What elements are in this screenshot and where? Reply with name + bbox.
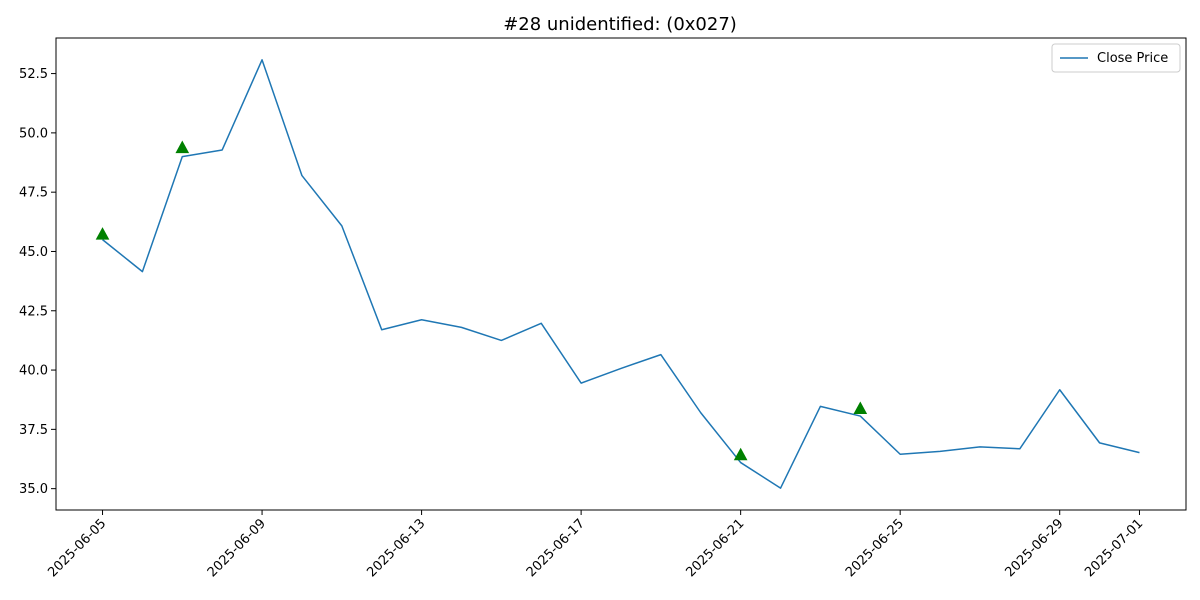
legend-label-close-price: Close Price — [1097, 51, 1168, 66]
y-axis: 35.0 37.5 40.0 42.5 45.0 47.5 50.0 52.5 — [19, 67, 56, 497]
x-tick-label: 2025-06-17 — [524, 516, 588, 580]
x-tick-label: 2025-06-09 — [205, 516, 269, 580]
legend-box — [1051, 43, 1181, 73]
y-tick-label: 35.0 — [19, 482, 48, 497]
buy-marker — [733, 447, 748, 461]
x-tick-label: 2025-06-25 — [843, 516, 907, 580]
buy-marker — [95, 227, 110, 240]
chart-title: #28 unidentified: (0x027) — [503, 14, 737, 35]
y-tick-label: 47.5 — [19, 186, 48, 201]
x-tick-label: 2025-06-29 — [1002, 516, 1066, 580]
series-line-close-price — [102, 59, 1140, 489]
y-tick-label: 52.5 — [19, 67, 48, 82]
x-tick-label: 2025-06-05 — [45, 516, 109, 580]
y-tick-label: 40.0 — [19, 364, 48, 379]
x-tick-label: 2025-06-13 — [364, 516, 428, 580]
x-tick-label: 2025-06-21 — [683, 516, 747, 580]
y-tick-label: 42.5 — [19, 304, 48, 319]
plot-frame — [55, 37, 1187, 511]
plot-area — [55, 37, 1187, 511]
y-tick-label: 50.0 — [19, 126, 48, 141]
y-tick-label: 37.5 — [19, 423, 48, 438]
y-tick-label: 45.0 — [19, 245, 48, 260]
x-tick-label: 2025-07-01 — [1082, 516, 1146, 580]
buy-marker — [853, 401, 868, 415]
x-axis: 2025-06-05 2025-06-09 2025-06-13 2025-06-17… — [45, 510, 1146, 580]
buy-marker — [175, 140, 190, 154]
legend: Close Price — [1051, 43, 1181, 73]
